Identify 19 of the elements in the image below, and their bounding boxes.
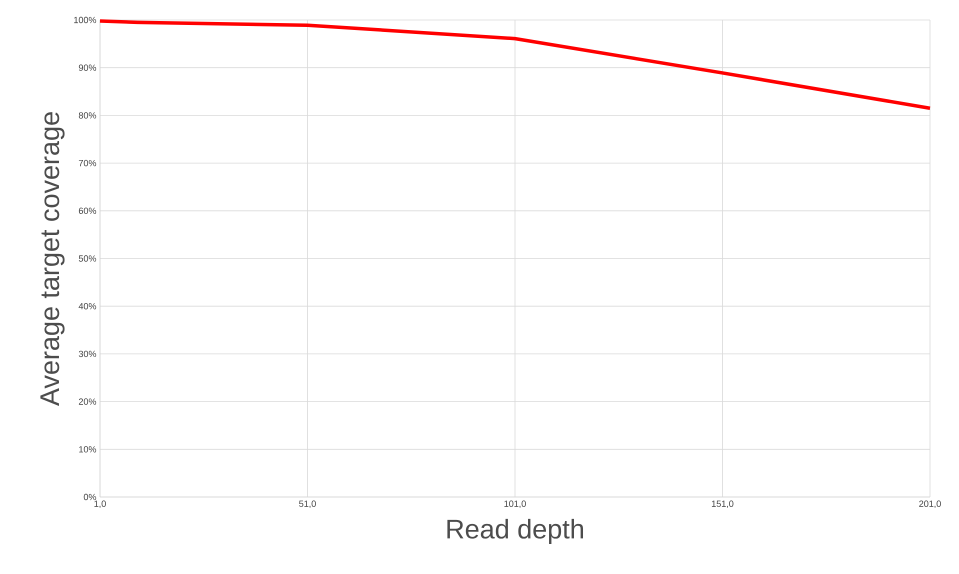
y-tick-label: 20%: [78, 398, 96, 405]
y-tick-label: 50%: [78, 255, 96, 262]
line-series: [98, 19, 932, 110]
x-tick-label: 51,0: [299, 500, 316, 508]
y-tick-label: 70%: [78, 160, 96, 166]
y-tick-label: 90%: [78, 64, 96, 71]
x-tick-label: 101,0: [504, 500, 526, 508]
y-tick-label: 60%: [78, 208, 96, 214]
y-tick-label: 0%: [84, 494, 96, 500]
x-tick-label: 151,0: [712, 500, 734, 508]
y-tick-label: 10%: [79, 446, 96, 452]
y-tick-label: 80%: [78, 112, 96, 119]
x-axis-title: Read depth: [447, 518, 584, 544]
y-axis-title: Average target coverage: [40, 112, 65, 406]
x-tick-label: 201,0: [919, 500, 941, 508]
x-tick-label: 1,0: [94, 500, 106, 508]
y-tick-label: 100%: [74, 16, 96, 24]
y-tick-label: 40%: [78, 303, 96, 310]
y-tick-label: 30%: [78, 350, 96, 358]
